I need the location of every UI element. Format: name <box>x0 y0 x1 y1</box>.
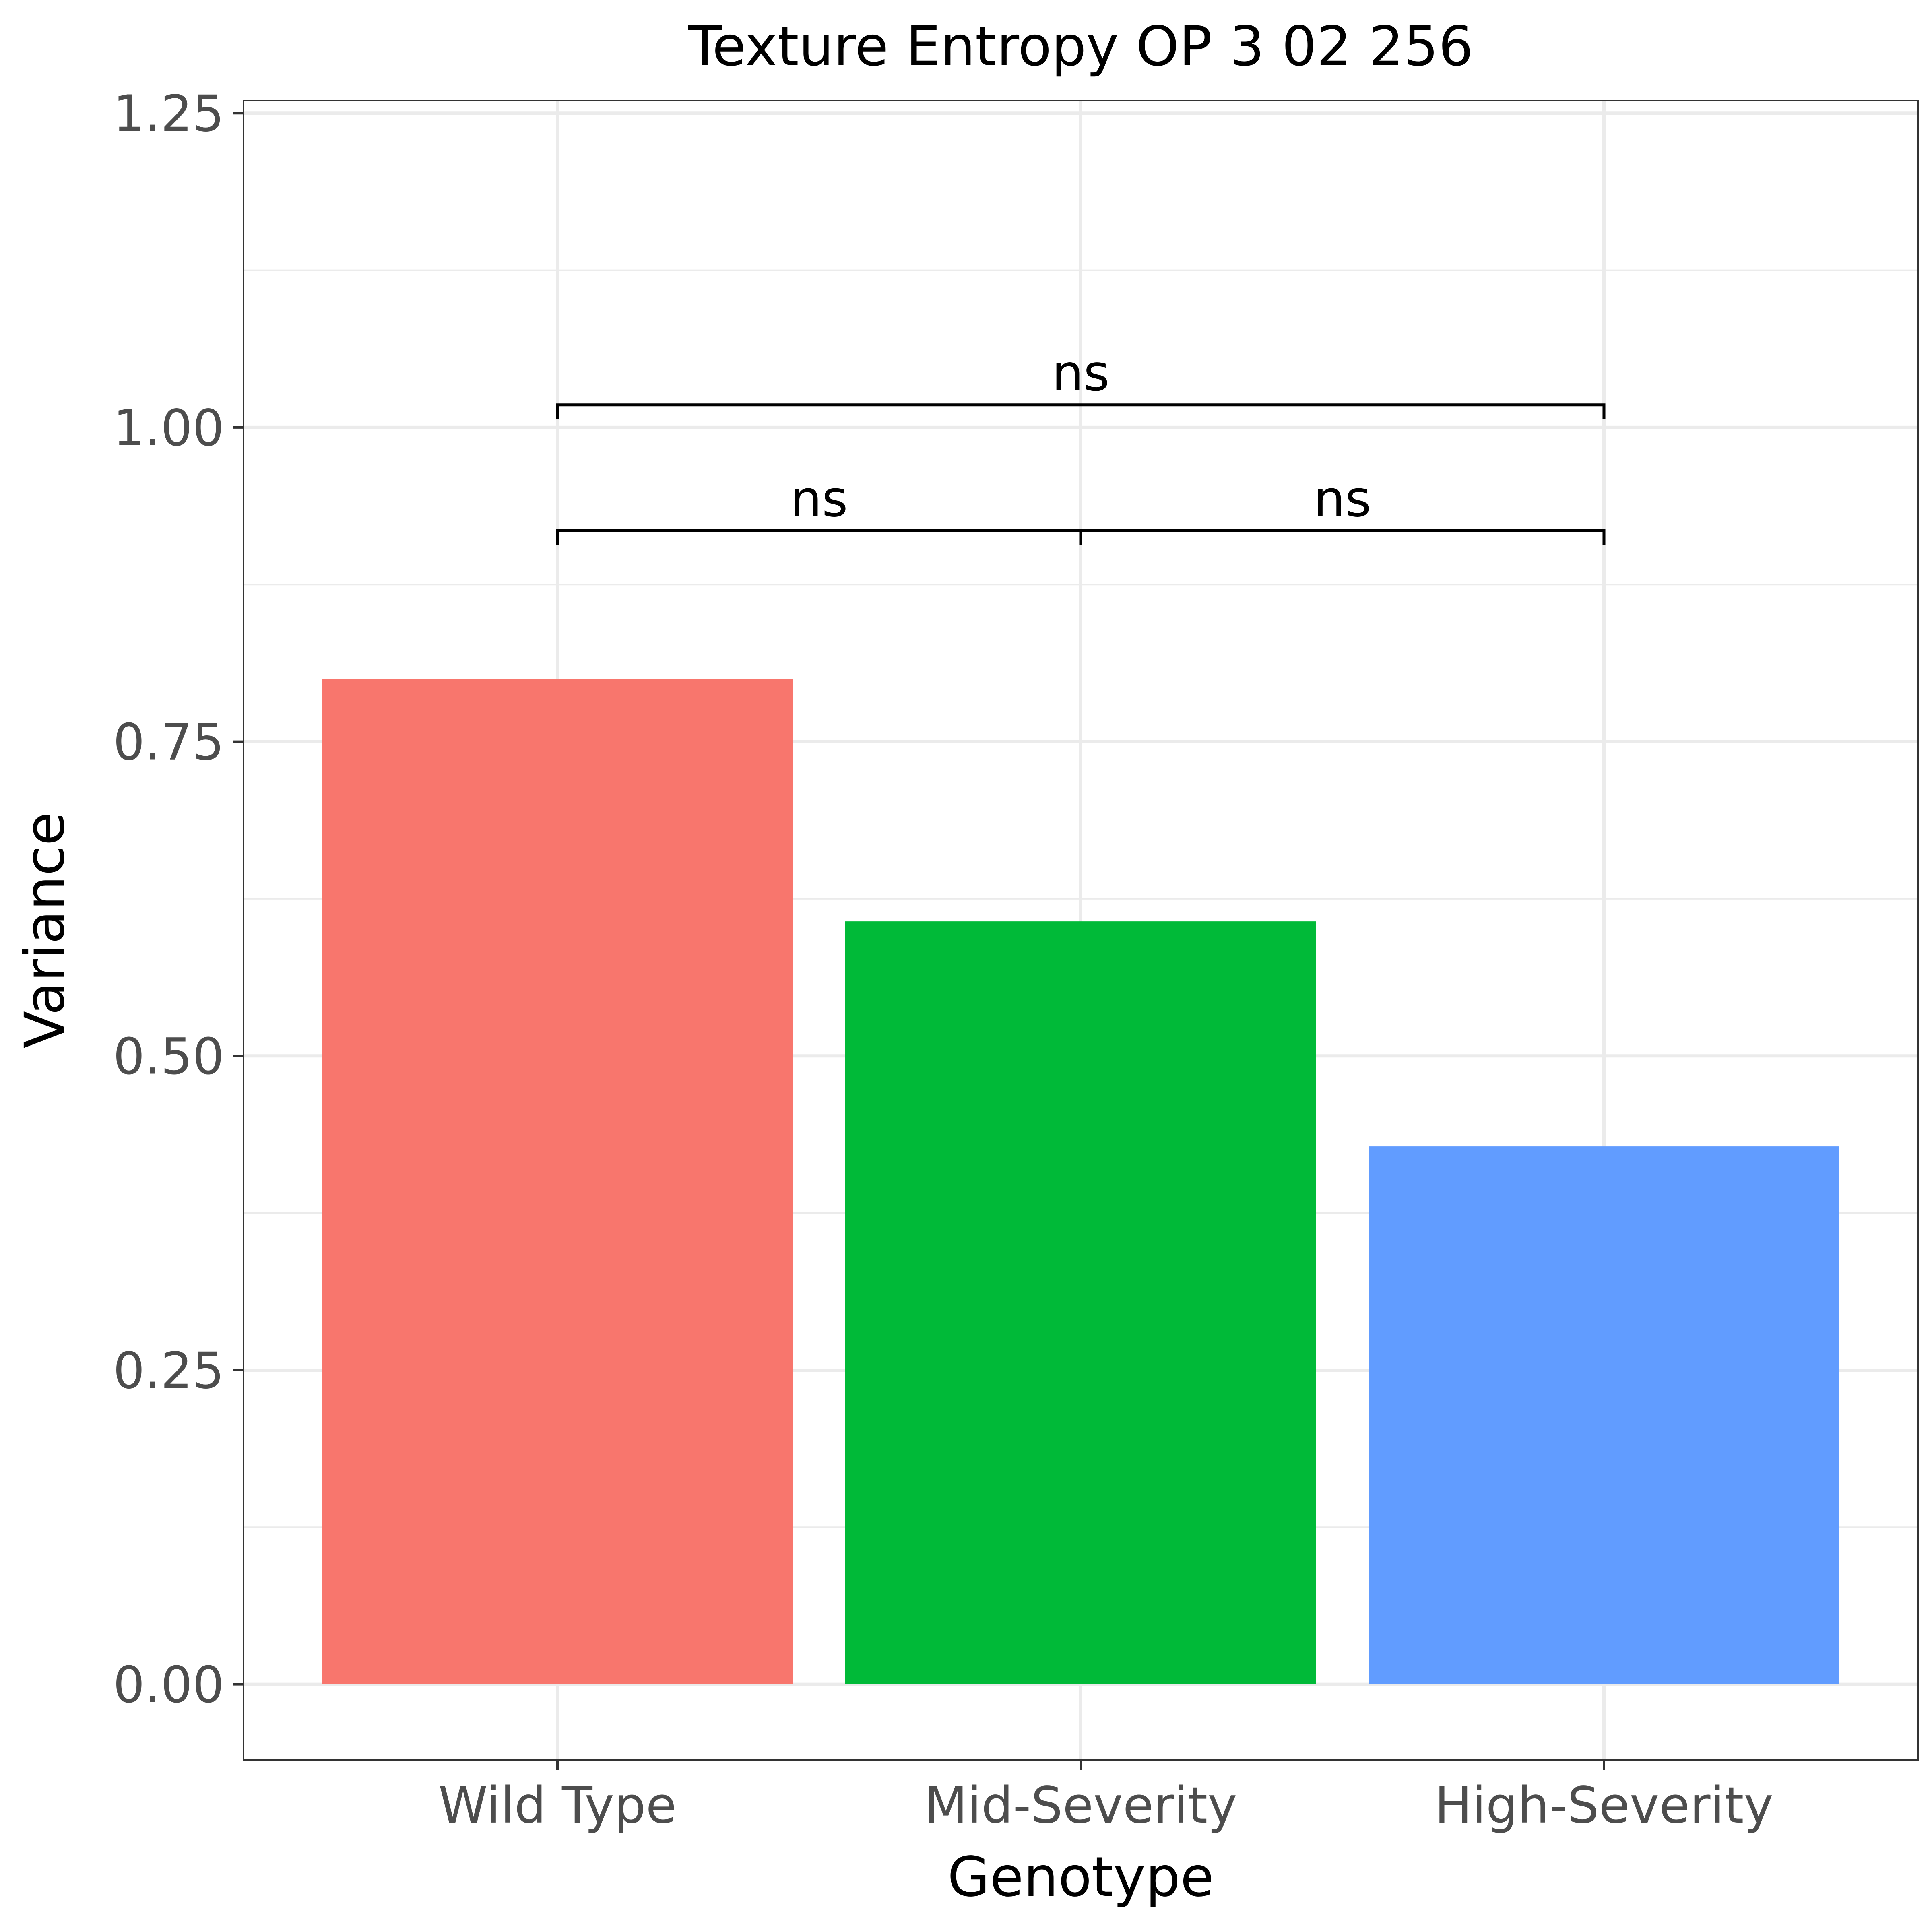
significance-label: ns <box>1313 470 1371 528</box>
bar <box>845 921 1316 1684</box>
x-axis: Wild Type Mid-Severity High-Severity <box>438 1760 1773 1835</box>
significance-bracket <box>556 403 1606 419</box>
x-tick-label: Wild Type <box>438 1777 677 1835</box>
y-tick-label: 0.75 <box>113 714 224 772</box>
y-tick-label: 0.25 <box>113 1342 224 1400</box>
y-axis: 0.00 0.25 0.50 0.75 1.00 1.25 <box>113 85 244 1714</box>
significance-label: ns <box>790 470 848 528</box>
x-tick-label: Mid-Severity <box>925 1777 1237 1835</box>
y-tick-label: 0.50 <box>113 1028 224 1086</box>
bar <box>322 679 793 1684</box>
significance-brackets: ns ns ns <box>556 345 1606 545</box>
significance-bracket <box>556 529 1082 545</box>
chart-title: Texture Entropy OP 3 02 256 <box>688 15 1474 78</box>
significance-label: ns <box>1052 345 1109 402</box>
bar <box>1368 1146 1839 1684</box>
bars <box>322 679 1839 1684</box>
significance-bracket <box>1079 529 1606 545</box>
y-tick-label: 1.00 <box>113 399 224 457</box>
y-axis-title: Variance <box>13 812 77 1049</box>
x-axis-title: Genotype <box>947 1845 1214 1909</box>
y-tick-label: 0.00 <box>113 1656 224 1714</box>
y-tick-label: 1.25 <box>113 85 224 143</box>
x-tick-label: High-Severity <box>1435 1777 1773 1835</box>
